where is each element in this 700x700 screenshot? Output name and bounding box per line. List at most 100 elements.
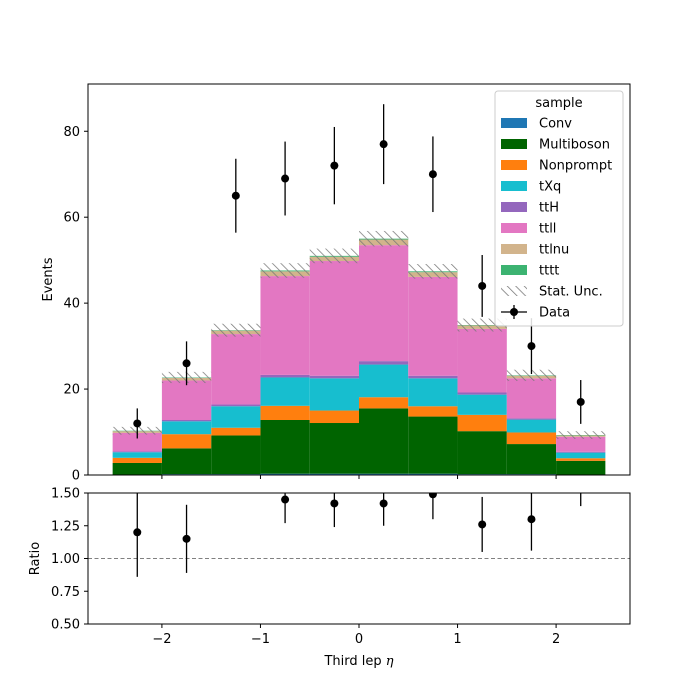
bar-txq-bin-9 [556, 452, 606, 459]
y-tick-label: 80 [63, 125, 80, 140]
x-tick-label: 0 [355, 632, 363, 647]
bar-conv-bin-6 [408, 473, 458, 475]
bar-ttll-bin-4 [309, 261, 359, 376]
ratio-y-tick-label: 0.50 [51, 618, 80, 633]
data-point-8 [527, 342, 536, 351]
legend-swatch [501, 244, 527, 254]
ratio-points [88, 493, 630, 577]
bar-multiboson-bin-2 [211, 435, 261, 475]
data-point-1 [182, 359, 191, 368]
ratio-point-6 [428, 493, 437, 499]
bar-txq-bin-1 [161, 421, 212, 435]
legend-entry-multiboson: Multiboson [501, 138, 610, 153]
ratio-point-3 [281, 495, 290, 504]
bar-nonprompt-bin-4 [309, 410, 359, 424]
x-axis-label: Third lep η [323, 654, 393, 669]
legend-title: sample [535, 96, 582, 111]
bar-conv-bin-5 [359, 473, 409, 475]
stat-unc-bin-4 [309, 248, 359, 264]
bar-tth-bin-0 [112, 451, 162, 453]
ratio-y-axis-label: Ratio [28, 542, 43, 575]
legend-swatch [501, 223, 527, 233]
y-axis-label: Events [41, 257, 56, 301]
legend-swatch [501, 118, 527, 128]
stacked-bars [112, 238, 606, 475]
data-point-2 [231, 191, 240, 200]
legend-swatch-hatch [501, 286, 527, 296]
bar-multiboson-bin-0 [112, 462, 162, 475]
legend-marker [510, 308, 518, 316]
data-point-6 [428, 170, 437, 179]
bar-txq-bin-5 [359, 364, 409, 398]
legend-swatch [501, 139, 527, 149]
legend-label: Nonprompt [539, 159, 612, 174]
ratio-point-0 [133, 528, 142, 537]
main-axes: 0 20 40 60 80 Events [41, 83, 631, 484]
data-point-9 [576, 397, 585, 406]
bar-multiboson-bin-3 [260, 420, 310, 474]
bar-ttll-bin-8 [506, 378, 557, 419]
bar-multiboson-bin-1 [161, 448, 212, 475]
bar-tth-bin-7 [457, 392, 507, 395]
data-point-0 [133, 419, 142, 428]
bar-tth-bin-9 [556, 451, 606, 453]
bar-multiboson-bin-9 [556, 460, 606, 475]
legend-label: tXq [539, 180, 561, 195]
bar-nonprompt-bin-7 [457, 414, 507, 432]
x-tick-label: −2 [152, 632, 171, 647]
legend-label: ttll [539, 222, 556, 237]
legend-label: ttlnu [539, 243, 569, 258]
ratio-y-tick-label: 1.25 [51, 519, 80, 534]
bar-tth-bin-6 [408, 375, 458, 379]
legend-label: tttt [539, 264, 559, 279]
ratio-point-8 [527, 515, 536, 524]
bar-txq-bin-8 [506, 419, 557, 433]
bar-ttll-bin-3 [260, 276, 310, 375]
bar-nonprompt-bin-0 [112, 457, 162, 463]
legend-entry-data: Data [501, 305, 570, 321]
legend-entry-nonprompt: Nonprompt [501, 159, 612, 174]
data-point-7 [478, 281, 487, 290]
bar-nonprompt-bin-3 [260, 405, 310, 421]
bar-tth-bin-5 [359, 361, 409, 365]
ratio-y-tick-label: 1.00 [51, 552, 80, 567]
bar-tth-bin-8 [506, 418, 557, 420]
bar-ttll-bin-6 [408, 276, 458, 376]
ratio-point-4 [330, 499, 339, 508]
legend-label: ttH [539, 201, 559, 216]
legend-entry-conv: Conv [501, 117, 572, 132]
bar-tth-bin-2 [211, 404, 261, 407]
bar-nonprompt-bin-9 [556, 458, 606, 461]
legend-label: Data [539, 306, 570, 321]
stat-unc-bin-6 [408, 264, 458, 279]
bar-ttll-bin-0 [112, 432, 162, 452]
bar-multiboson-bin-6 [408, 416, 458, 474]
legend-entry-ttll: ttll [501, 222, 556, 237]
bar-tth-bin-3 [260, 374, 310, 378]
legend-swatch [501, 265, 527, 275]
legend-label: Multiboson [539, 138, 610, 153]
bar-ttll-bin-7 [457, 328, 507, 393]
bar-multiboson-bin-7 [457, 431, 507, 475]
legend-swatch [501, 160, 527, 170]
bar-ttll-bin-2 [211, 334, 261, 405]
bar-txq-bin-0 [112, 452, 162, 458]
bar-multiboson-bin-5 [359, 408, 409, 474]
stat-unc-bin-9 [556, 431, 606, 439]
bar-ttll-bin-9 [556, 436, 606, 452]
bar-ttll-bin-5 [359, 245, 409, 362]
bar-multiboson-bin-8 [506, 444, 557, 475]
legend-entry-stat-unc-: Stat. Unc. [501, 285, 603, 300]
data-point-5 [379, 140, 388, 149]
bar-ttll-bin-1 [161, 380, 212, 421]
legend-entry-tttt: tttt [501, 264, 559, 279]
ratio-point-5 [379, 499, 388, 508]
legend-entry-ttlnu: ttlnu [501, 243, 569, 258]
x-tick-label: 1 [453, 632, 461, 647]
y-tick-label: 40 [63, 297, 80, 312]
legend-entry-txq: tXq [501, 180, 561, 195]
bar-txq-bin-2 [211, 406, 261, 428]
legend-label: Conv [539, 117, 572, 132]
bar-txq-bin-6 [408, 378, 458, 407]
bar-nonprompt-bin-5 [359, 397, 409, 409]
